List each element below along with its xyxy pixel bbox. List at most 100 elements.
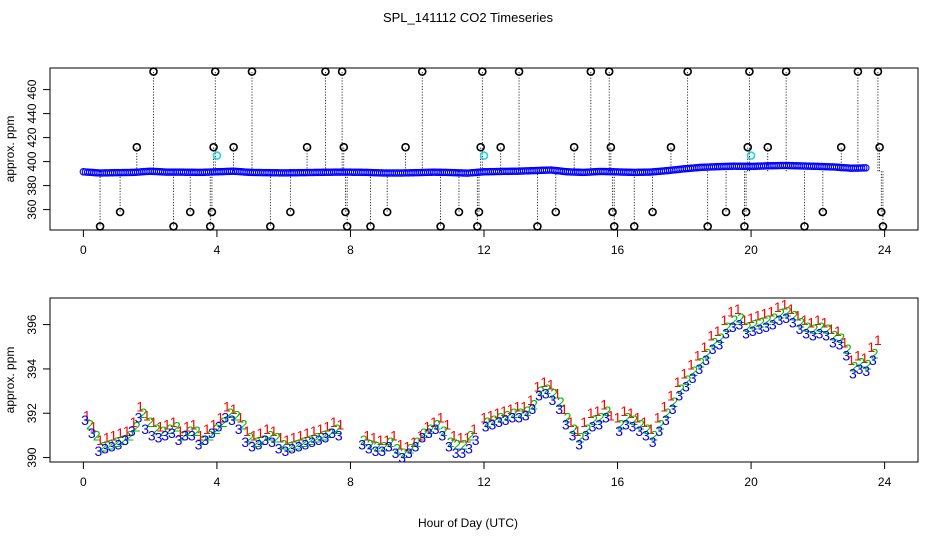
series-1-point: 1 <box>170 414 178 430</box>
series-3-point: 3 <box>756 321 764 337</box>
x-tick-label: 24 <box>878 475 892 489</box>
series-2-point: 2 <box>206 427 214 443</box>
series-1-point: 1 <box>377 432 385 448</box>
series-1-point: 1 <box>330 414 338 430</box>
x-tick-label: 8 <box>347 243 354 257</box>
series-3-point: 3 <box>378 443 386 459</box>
series-1-point: 1 <box>96 432 104 448</box>
series-1-point: 1 <box>754 308 762 324</box>
series-1-point: 1 <box>183 419 191 435</box>
series-1-point: 1 <box>136 399 144 415</box>
series-2-point: 2 <box>737 310 745 326</box>
series-3-point: 3 <box>575 436 583 452</box>
y-tick-label: 360 <box>25 199 39 219</box>
series-3-point: 3 <box>836 337 844 353</box>
y-tick-label: 380 <box>25 175 39 195</box>
series-2-point: 2 <box>784 303 792 319</box>
series-2-point: 2 <box>617 416 625 432</box>
series-3-point: 3 <box>392 445 400 461</box>
series-3-point: 3 <box>168 425 176 441</box>
y-tick-label: 400 <box>25 151 39 171</box>
series-2-point: 2 <box>670 394 678 410</box>
series-1-point: 1 <box>634 410 642 426</box>
series-1-point: 1 <box>834 323 842 339</box>
series-1-point: 1 <box>457 430 465 446</box>
series-1-point: 1 <box>223 399 231 415</box>
series-1-point: 1 <box>547 376 555 392</box>
flagged-point <box>229 142 238 152</box>
series-1-point: 1 <box>647 421 655 437</box>
series-1-point: 1 <box>296 427 304 443</box>
series-1-point: 1 <box>303 425 311 441</box>
series-2-point: 2 <box>710 334 718 350</box>
series-1-point: 1 <box>694 348 702 364</box>
series-2-point: 2 <box>106 436 114 452</box>
flagged-point <box>436 222 445 231</box>
series-3-point: 3 <box>729 319 737 335</box>
series-1-point: 1 <box>654 410 662 426</box>
flagged-point <box>321 67 330 76</box>
series-2-point: 2 <box>717 330 725 346</box>
series-2-point: 2 <box>273 430 281 446</box>
series-2-point: 2 <box>777 306 785 322</box>
series-1-point: 1 <box>196 427 204 443</box>
series-2-point: 2 <box>791 308 799 324</box>
series-3-point: 3 <box>405 445 413 461</box>
flagged-point <box>366 222 375 231</box>
flagged-point <box>185 207 195 217</box>
cyan-point <box>212 151 222 160</box>
series-3-point: 3 <box>662 412 670 428</box>
series-2-point: 2 <box>677 381 685 397</box>
flagged-point <box>169 222 178 231</box>
flagged-point <box>836 142 846 152</box>
series-2-point: 2 <box>393 441 401 457</box>
series-3-point: 3 <box>522 407 530 423</box>
flagged-point <box>606 142 616 152</box>
series-2-point: 2 <box>146 414 154 430</box>
series-1-point: 1 <box>727 303 735 319</box>
series-2-point: 2 <box>327 425 335 441</box>
series-3-point: 3 <box>268 434 276 450</box>
series-3-point: 3 <box>241 434 249 450</box>
series-1-point: 1 <box>323 419 331 435</box>
series-2-point: 2 <box>851 359 859 375</box>
series-2-point: 2 <box>113 434 121 450</box>
series-3-point: 3 <box>452 445 460 461</box>
series-3-point: 3 <box>675 388 683 404</box>
series-1-point: 1 <box>463 430 471 446</box>
flagged-point <box>205 222 215 231</box>
series-3-point: 3 <box>622 416 630 432</box>
series-3-point: 3 <box>385 438 393 454</box>
series-3-point: 3 <box>508 410 516 426</box>
series-2-point: 2 <box>293 436 301 452</box>
series-3-point: 3 <box>856 361 864 377</box>
series-3-point: 3 <box>465 441 473 457</box>
series-1-point: 1 <box>103 430 111 446</box>
series-2-point: 2 <box>360 432 368 448</box>
data-point <box>859 164 868 172</box>
series-2-point: 2 <box>530 396 538 412</box>
series-3-point: 3 <box>702 352 710 368</box>
y-tick-label: 396 <box>25 314 39 334</box>
series-1-point: 1 <box>560 401 568 417</box>
series-1-point: 1 <box>310 423 318 439</box>
series-3-point: 3 <box>816 325 824 341</box>
series-2-point: 2 <box>697 354 705 370</box>
flagged-point <box>604 67 614 76</box>
flagged-point <box>266 222 275 231</box>
x-tick-label: 12 <box>477 475 491 489</box>
series-1-point: 1 <box>403 438 411 454</box>
series-3-point: 3 <box>335 427 343 443</box>
series-2-point: 2 <box>837 330 845 346</box>
flagged-point <box>478 67 487 76</box>
series-2-point: 2 <box>550 385 558 401</box>
cyan-point <box>746 151 756 160</box>
y-tick-label: 460 <box>25 79 39 99</box>
series-1-point: 1 <box>507 401 515 417</box>
series-2-point: 2 <box>577 430 585 446</box>
series-1-point: 1 <box>774 299 782 315</box>
series-3-point: 3 <box>615 423 623 439</box>
flagged-point <box>533 222 542 231</box>
series-3-point: 3 <box>438 427 446 443</box>
series-1-point: 1 <box>337 416 345 432</box>
